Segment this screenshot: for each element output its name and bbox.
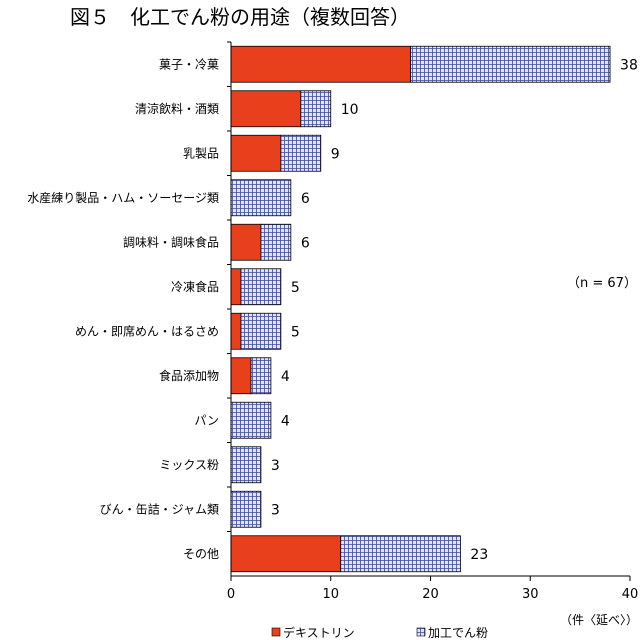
bar-segment-modified-starch [340, 535, 461, 573]
category-label: 冷凍食品 [171, 279, 219, 294]
legend-label-dextrin: デキストリン [283, 625, 355, 640]
legend-swatch-modified-starch [416, 627, 426, 637]
bar-segment-modified-starch [230, 490, 262, 528]
category-label: 調味料・調味食品 [123, 234, 219, 249]
bar-segment-dextrin [230, 90, 302, 128]
bar-segment-dextrin [230, 357, 252, 395]
bar-segment-modified-starch [410, 45, 611, 83]
data-label: 10 [341, 102, 359, 118]
category-label: めん・即席めん・はるさめ [75, 323, 219, 338]
bar-segment-dextrin [230, 535, 342, 573]
bar-segment-modified-starch [230, 179, 292, 217]
bar-segment-modified-starch [240, 312, 282, 350]
bar-segment-dextrin [230, 223, 262, 261]
data-label: 3 [271, 458, 280, 474]
bar-segment-dextrin [230, 268, 242, 306]
x-tick-label: 20 [422, 587, 439, 602]
data-label: 6 [301, 235, 310, 251]
plot-area: 菓子・冷菓 38 清涼飲料・酒類 10 乳製品 9 水産練り製品・ハム・ソーセージ類 6 調味料… [27, 41, 639, 602]
category-label: ミックス粉 [159, 458, 219, 472]
legend-label-modified-starch: 加工でん粉 [428, 626, 488, 640]
x-tick-label: 40 [622, 587, 639, 602]
data-label: 23 [470, 547, 488, 563]
data-label: 5 [291, 324, 300, 340]
data-label: 6 [301, 191, 310, 207]
category-label: びん・缶詰・ジャム類 [100, 501, 219, 516]
data-label: 5 [291, 280, 300, 296]
data-label: 38 [620, 57, 638, 73]
chart-title: 図５ 化工でん粉の用途（複数回答） [70, 5, 410, 29]
data-label: 4 [281, 369, 290, 385]
legend-swatch-dextrin [271, 627, 281, 637]
bar-segment-modified-starch [230, 446, 262, 484]
bar-segment-modified-starch [230, 401, 272, 439]
x-tick-label: 10 [322, 587, 339, 602]
data-label: 9 [331, 146, 340, 162]
x-axis-unit: （件〈延べ〉） [560, 613, 638, 627]
bar-segment-dextrin [230, 134, 282, 172]
data-label: 3 [271, 502, 280, 518]
bar-segment-modified-starch [260, 223, 292, 261]
bar-segment-modified-starch [250, 357, 272, 395]
bar-segment-dextrin [230, 312, 242, 350]
x-tick-label: 0 [227, 587, 235, 602]
x-tick-label: 30 [522, 587, 539, 602]
category-label: 食品添加物 [159, 368, 219, 383]
category-label: その他 [183, 547, 219, 561]
category-label: 清涼飲料・酒類 [135, 101, 219, 116]
category-label: 菓子・冷菓 [159, 57, 219, 71]
category-label: 乳製品 [183, 146, 219, 160]
data-label: 4 [281, 413, 290, 429]
bar-segment-modified-starch [300, 90, 332, 128]
bar-segment-dextrin [230, 45, 411, 83]
bar-segment-modified-starch [280, 134, 322, 172]
category-label: 水産練り製品・ハム・ソーセージ類 [27, 190, 219, 205]
sample-size-note: （n = 67） [567, 276, 637, 291]
bar-segment-modified-starch [240, 268, 282, 306]
category-label: パン [194, 413, 219, 427]
legend: デキストリン 加工でん粉 [271, 625, 488, 640]
